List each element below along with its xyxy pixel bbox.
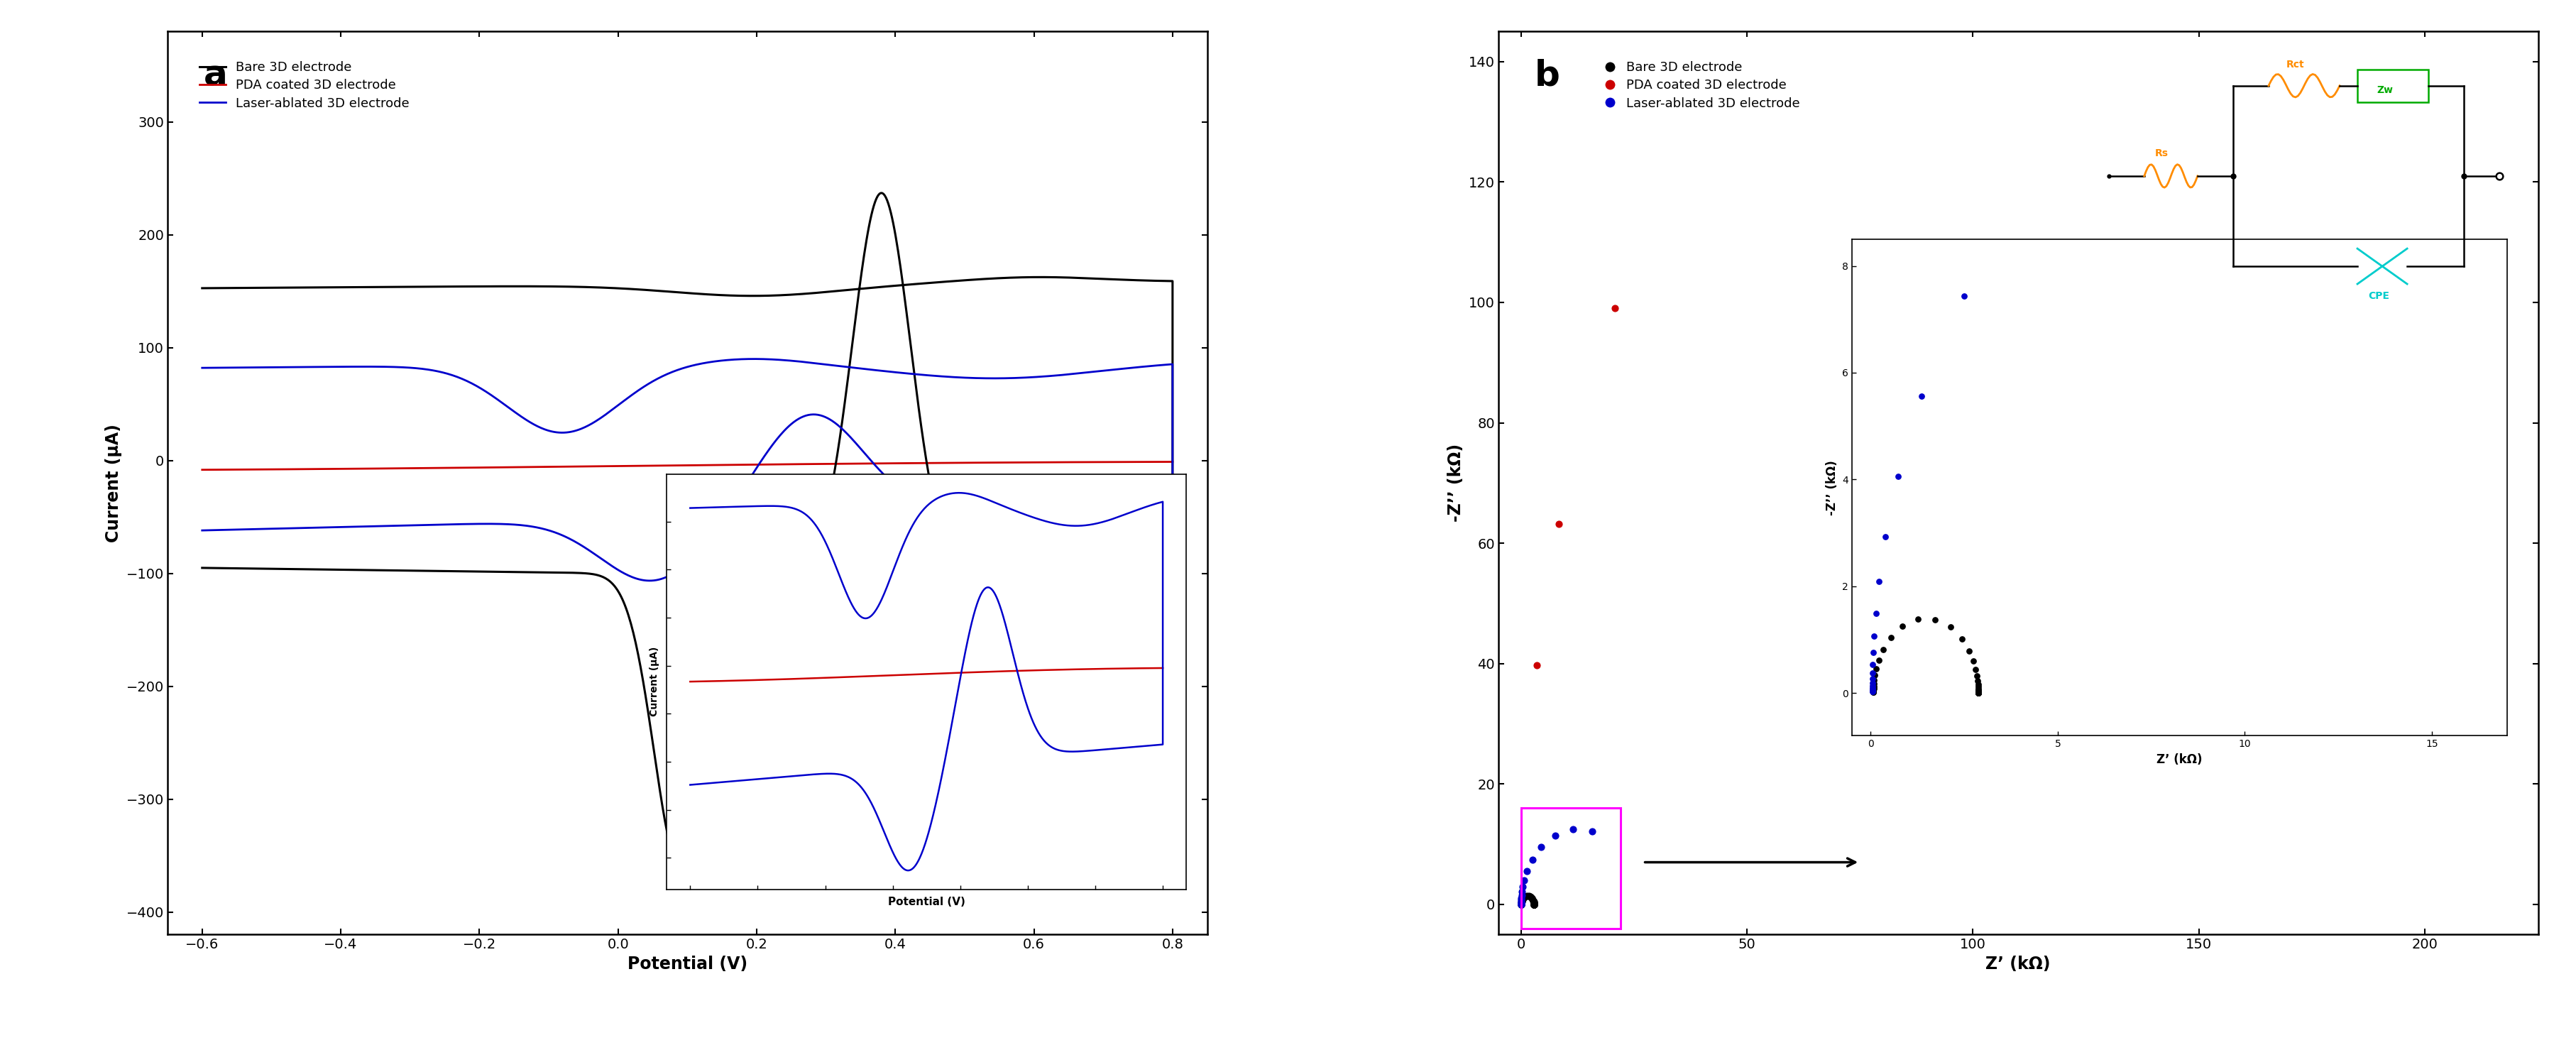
Text: a: a: [204, 59, 227, 92]
Point: [1512, 896, 1553, 912]
Point: [1499, 896, 1540, 912]
Point: [1502, 889, 1543, 906]
Point: [1502, 891, 1543, 908]
Point: [1512, 894, 1553, 910]
Point: [1512, 896, 1553, 912]
Point: [1507, 862, 1548, 879]
Point: [1507, 887, 1548, 904]
Point: [1512, 896, 1553, 912]
Point: [1502, 883, 1543, 900]
Point: [1502, 894, 1543, 910]
Point: [1571, 823, 1613, 840]
Point: [1512, 896, 1553, 912]
Point: [1512, 896, 1553, 912]
Point: [1512, 896, 1553, 912]
Legend: Bare 3D electrode, PDA coated 3D electrode, Laser-ablated 3D electrode: Bare 3D electrode, PDA coated 3D electro…: [1597, 56, 1806, 114]
Point: [1512, 896, 1553, 912]
Point: [1499, 894, 1540, 910]
Point: [1499, 895, 1540, 911]
Point: [1512, 896, 1553, 912]
Point: [1512, 852, 1553, 868]
Point: [1499, 896, 1540, 912]
Point: [1499, 896, 1540, 912]
Point: [1502, 879, 1543, 896]
Point: [1499, 896, 1540, 912]
Point: [1512, 896, 1553, 912]
Point: [1502, 892, 1543, 909]
Point: [1499, 896, 1540, 912]
Y-axis label: -Z’’ (kΩ): -Z’’ (kΩ): [1448, 444, 1463, 522]
Point: [1512, 892, 1553, 909]
Point: [1499, 891, 1540, 908]
Point: [1510, 888, 1551, 905]
Point: [1504, 888, 1546, 905]
Point: [1499, 895, 1540, 911]
Point: [1515, 656, 1556, 673]
Point: [1512, 896, 1553, 912]
Point: [1533, 827, 1574, 844]
Point: [1499, 896, 1540, 912]
Point: [1499, 895, 1540, 911]
Point: [1504, 871, 1546, 888]
Point: [1512, 894, 1553, 910]
Point: [1499, 894, 1540, 910]
Point: [1512, 896, 1553, 912]
Point: [1499, 896, 1540, 912]
Point: [1520, 839, 1561, 856]
Y-axis label: Current (μA): Current (μA): [106, 424, 121, 542]
Point: [1499, 896, 1540, 912]
Point: [1551, 821, 1592, 838]
Point: [1499, 896, 1540, 912]
Point: [1512, 896, 1553, 912]
Point: [1499, 896, 1540, 912]
Legend: Bare 3D electrode, PDA coated 3D electrode, Laser-ablated 3D electrode: Bare 3D electrode, PDA coated 3D electro…: [196, 56, 415, 114]
Point: [1512, 896, 1553, 912]
Point: [1512, 895, 1553, 911]
Point: [1512, 896, 1553, 912]
Point: [1499, 896, 1540, 912]
Bar: [1520, 808, 1620, 928]
Point: [1512, 896, 1553, 912]
Point: [1512, 895, 1553, 911]
X-axis label: Potential (V): Potential (V): [626, 956, 747, 972]
Point: [1512, 896, 1553, 912]
Point: [1504, 887, 1546, 904]
Point: [1499, 896, 1540, 912]
Point: [1512, 889, 1553, 906]
Point: [1538, 516, 1579, 532]
Point: [1512, 896, 1553, 912]
Point: [1512, 896, 1553, 912]
Point: [1499, 895, 1540, 911]
Point: [1512, 896, 1553, 912]
Point: [1595, 300, 1636, 317]
Point: [1512, 896, 1553, 912]
Point: [1512, 896, 1553, 912]
Point: [1499, 892, 1540, 909]
Point: [1512, 891, 1553, 908]
Point: [1512, 896, 1553, 912]
Point: [1512, 896, 1553, 912]
Point: [1499, 896, 1540, 912]
Point: [1502, 887, 1543, 904]
X-axis label: Z’ (kΩ): Z’ (kΩ): [1986, 956, 2050, 972]
Point: [1499, 889, 1540, 906]
Point: [1499, 896, 1540, 912]
Text: b: b: [1535, 59, 1558, 92]
Point: [1512, 896, 1553, 912]
